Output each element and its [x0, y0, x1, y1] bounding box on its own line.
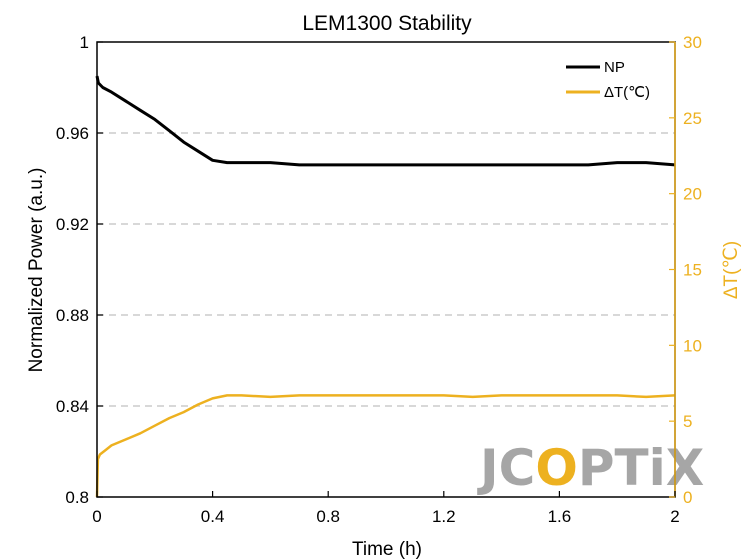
svg-text:JCOPTiX: JCOPTiX: [477, 439, 704, 497]
y2-axis-ticks: 0 5 10 15 20 25 30: [669, 33, 702, 507]
y-axis-title: Normalized Power (a.u.): [26, 168, 47, 373]
grid-lines: [97, 132, 675, 407]
y-tick-label: 0.8: [65, 488, 89, 507]
y-tick-label: 0.96: [56, 124, 89, 143]
y2-tick-label: 5: [683, 412, 692, 431]
x-axis-ticks: 0 0.4 0.8 1.2 1.6 2: [92, 491, 680, 526]
chart-title: LEM1300 Stability: [302, 12, 472, 35]
y-tick-label: 0.84: [56, 397, 89, 416]
series-line-np: [95, 75, 676, 167]
legend-label-dt: ΔT(℃): [604, 84, 650, 101]
plot-frame: [96, 41, 676, 498]
x-tick-label: 1.6: [548, 507, 572, 526]
legend-label-np: NP: [604, 59, 625, 76]
y2-tick-label: 30: [683, 33, 702, 52]
x-tick-label: 0.4: [201, 507, 225, 526]
y-tick-label: 1: [80, 33, 89, 52]
y-tick-label: 0.88: [56, 306, 89, 325]
x-tick-label: 0.8: [316, 507, 340, 526]
y2-tick-label: 0: [683, 488, 692, 507]
y2-tick-label: 10: [683, 336, 702, 355]
y2-tick-label: 25: [683, 109, 702, 128]
x-axis-title: Time (h): [352, 539, 422, 560]
watermark-prefix: JC: [477, 439, 535, 497]
series-line-dt: [95, 394, 676, 498]
y2-tick-label: 15: [683, 261, 702, 280]
series-layer: [95, 75, 676, 498]
x-tick-label: 0: [92, 507, 101, 526]
watermark-accent: O: [535, 439, 578, 497]
y-axis-ticks: 0.8 0.84 0.88 0.92 0.96 1: [56, 33, 103, 507]
legend: NP ΔT(℃): [566, 59, 650, 101]
y2-axis-title: ΔT(℃): [721, 241, 742, 299]
y-tick-label: 0.92: [56, 215, 89, 234]
y2-tick-label: 20: [683, 185, 702, 204]
watermark: JCOPTiX: [477, 439, 704, 497]
x-tick-label: 2: [670, 507, 679, 526]
x-tick-label: 1.2: [432, 507, 456, 526]
watermark-suffix: PTiX: [578, 439, 704, 497]
